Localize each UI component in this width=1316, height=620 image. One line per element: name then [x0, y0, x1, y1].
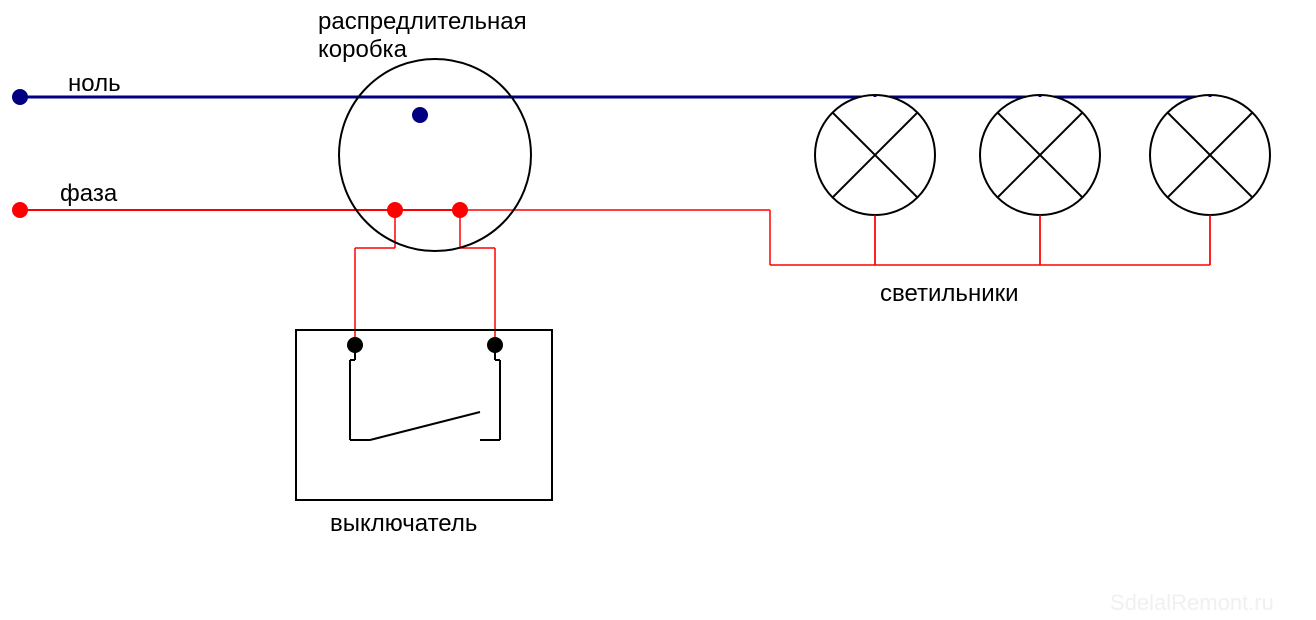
label-lamps: светильники	[880, 280, 1019, 308]
label-switch: выключатель	[330, 510, 477, 538]
wiring-diagram	[0, 0, 1316, 620]
label-junction-box: распредлительная коробка	[318, 8, 527, 64]
label-phase: фаза	[60, 180, 117, 208]
label-neutral: ноль	[68, 70, 121, 98]
watermark: SdelalRemont.ru	[1110, 590, 1274, 616]
